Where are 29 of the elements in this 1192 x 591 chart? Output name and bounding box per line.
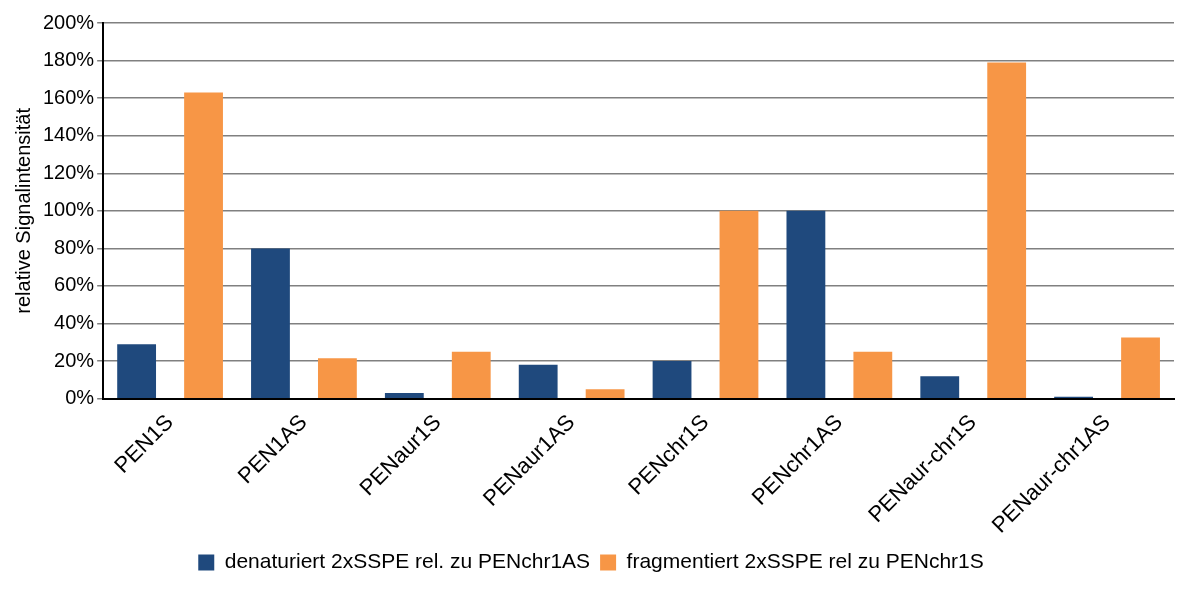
bar — [786, 210, 826, 398]
y-tick-label: 200% — [43, 10, 95, 33]
y-tick-label: 180% — [43, 48, 95, 71]
bar — [117, 344, 157, 398]
bar — [384, 393, 424, 398]
y-tick-label: 40% — [54, 311, 95, 334]
bar — [585, 389, 625, 398]
y-tick-label: 20% — [54, 348, 95, 371]
y-axis-title: relative Signalintensität — [11, 107, 34, 314]
bar — [518, 364, 558, 398]
bar — [987, 62, 1027, 398]
y-tick-label: 100% — [43, 198, 95, 221]
y-tick-label: 140% — [43, 123, 95, 146]
bar — [184, 92, 223, 398]
y-tick-label: 120% — [43, 160, 95, 183]
y-tick-label: 80% — [54, 235, 95, 258]
bar — [251, 248, 290, 398]
bar — [451, 351, 491, 398]
bar — [719, 210, 759, 398]
y-tick-label: 160% — [43, 85, 95, 108]
y-tick-label: 60% — [54, 273, 95, 296]
bar — [853, 351, 893, 398]
bar — [920, 376, 960, 398]
legend-label: fragmentiert 2xSSPE rel zu PENchr1S — [626, 549, 984, 573]
y-tick-label: 0% — [65, 386, 95, 409]
legend-label: denaturiert 2xSSPE rel. zu PENchr1AS — [224, 549, 591, 573]
bar — [652, 361, 692, 398]
bar — [1121, 337, 1160, 398]
bar — [317, 358, 357, 398]
